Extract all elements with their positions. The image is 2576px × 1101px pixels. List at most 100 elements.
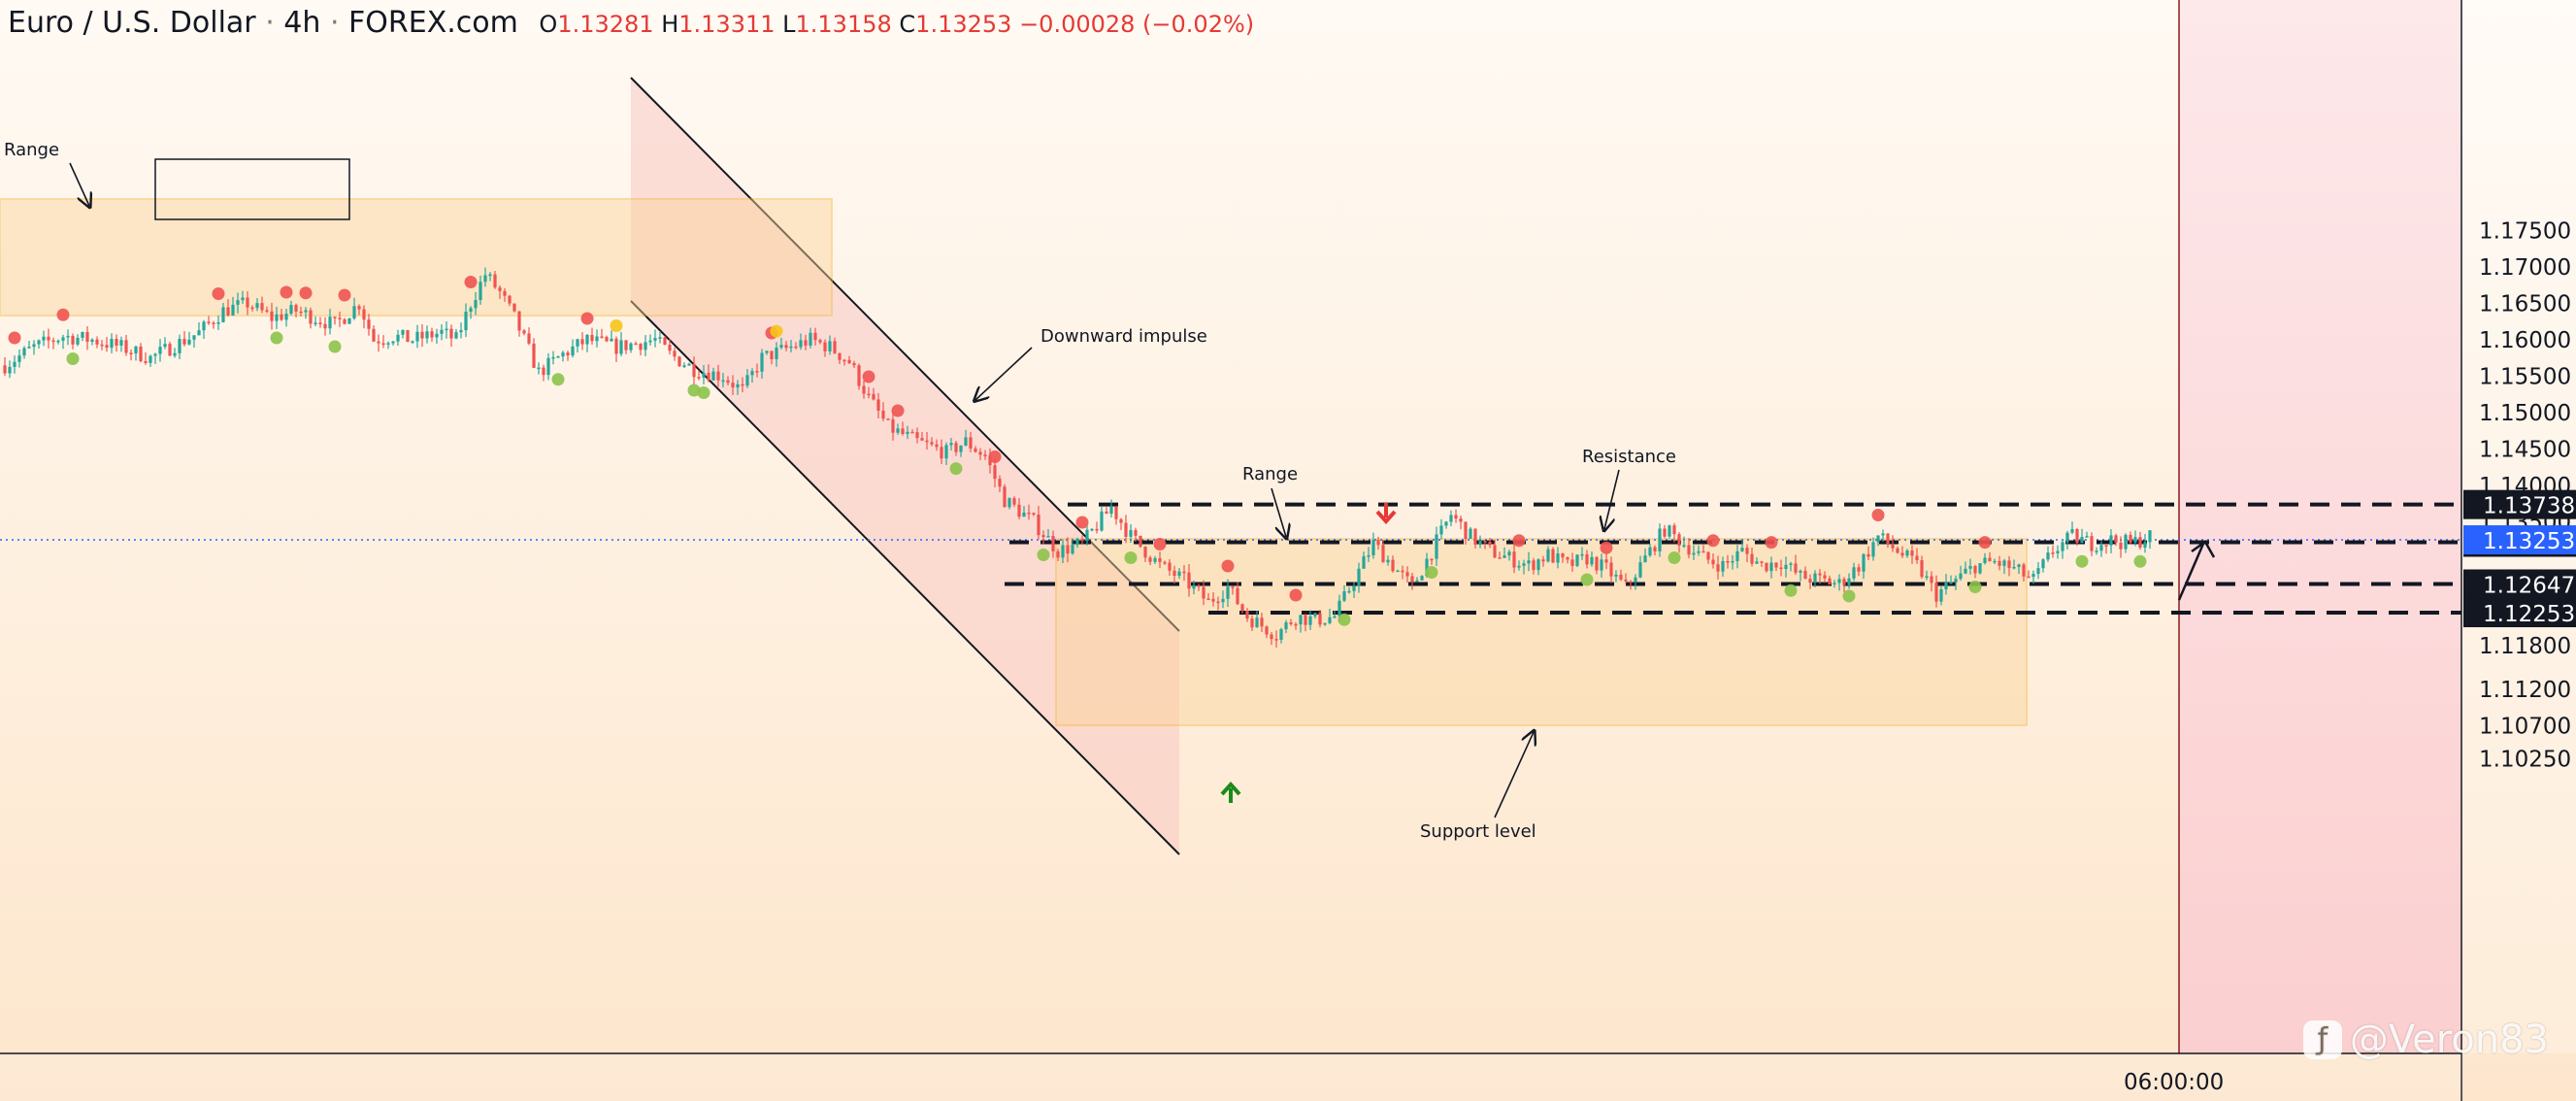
candle [1842,577,1846,592]
candle [930,437,934,447]
interval-label[interactable]: 4h [283,6,321,40]
candle [901,421,905,436]
candle [1789,561,1793,572]
candle [2080,528,2084,544]
candle [1866,546,1870,561]
candle [105,337,109,352]
sell-arrow [1375,503,1397,524]
candle [1041,530,1045,545]
candle [1071,538,1074,555]
candle [440,324,444,341]
candle [736,380,740,395]
candle [110,333,114,353]
candle [842,358,846,366]
candle [2119,536,2123,558]
candle [1522,559,1526,575]
candle [192,335,196,349]
candle [1716,555,1720,580]
signal-dot-red [280,285,293,299]
candle [1139,535,1142,549]
candle [1352,582,1356,598]
signal-dot-green [2075,554,2089,568]
candle [1109,499,1113,518]
candle [1114,506,1118,525]
candle [13,355,17,374]
y-tick-label: 1.14500 [2479,438,2571,463]
candle [503,287,507,302]
annotation-pointer [69,162,89,206]
open-label: O [539,11,558,38]
candle [1687,538,1691,559]
candle [1444,520,1448,529]
candle [561,350,565,362]
candle [1701,545,1705,553]
candle [265,306,269,314]
candle [284,309,288,327]
candle [2109,529,2113,553]
candle [1774,562,1778,572]
candle [1536,558,1540,576]
candle [1609,556,1613,584]
candle [1221,590,1225,609]
signal-dot-red [1289,588,1303,602]
candle [857,363,861,390]
candle [595,329,599,348]
candle [1396,569,1400,573]
candle [770,350,774,365]
candle [246,290,249,316]
candle [430,327,434,342]
y-tick-label: 1.16500 [2479,292,2571,317]
candle [435,328,439,345]
candle [1105,507,1108,515]
signal-dot-green [1668,551,1681,564]
annotation-pointer [1271,487,1286,537]
candle [1561,552,1565,563]
signal-dot-green [328,340,342,353]
candle [304,307,308,319]
candle [1347,586,1351,594]
symbol-name[interactable]: Euro / U.S. Dollar [8,6,256,40]
candle [653,329,657,348]
signal-dot-yellow [610,319,623,332]
annotation-label: Range [4,140,59,160]
candle [134,345,138,361]
candle [1250,615,1254,631]
candle [1794,554,1798,576]
candle [1517,560,1521,571]
candle [90,338,94,346]
candle [745,369,749,388]
candle [333,317,337,325]
candle [1828,575,1832,585]
candle [1910,545,1914,564]
signal-dot-green [66,352,80,365]
candle [677,355,681,367]
candle [886,417,890,420]
candle [546,352,550,381]
time-axis[interactable] [0,1054,2461,1101]
candle [1629,580,1633,590]
candle [2007,555,2011,577]
candle [944,442,948,465]
candle [357,304,361,316]
close-value: 1.13253 [915,11,1012,38]
signal-dot-red [1765,536,1778,550]
candle [226,299,230,317]
candle [1503,547,1506,558]
candle [1085,525,1089,546]
candle [2017,563,2021,575]
candle [1381,540,1385,563]
candle [51,337,55,350]
candle [1949,575,1953,584]
candle [396,329,400,347]
signal-dot-green [270,331,283,345]
candle [309,307,313,329]
candle [1973,564,1977,579]
candle [1318,610,1322,628]
candle [2104,545,2108,554]
price-level-badge-label: 1.12253 [2483,602,2575,627]
candle [1245,608,1249,622]
candle [648,334,652,346]
candle [920,431,924,442]
